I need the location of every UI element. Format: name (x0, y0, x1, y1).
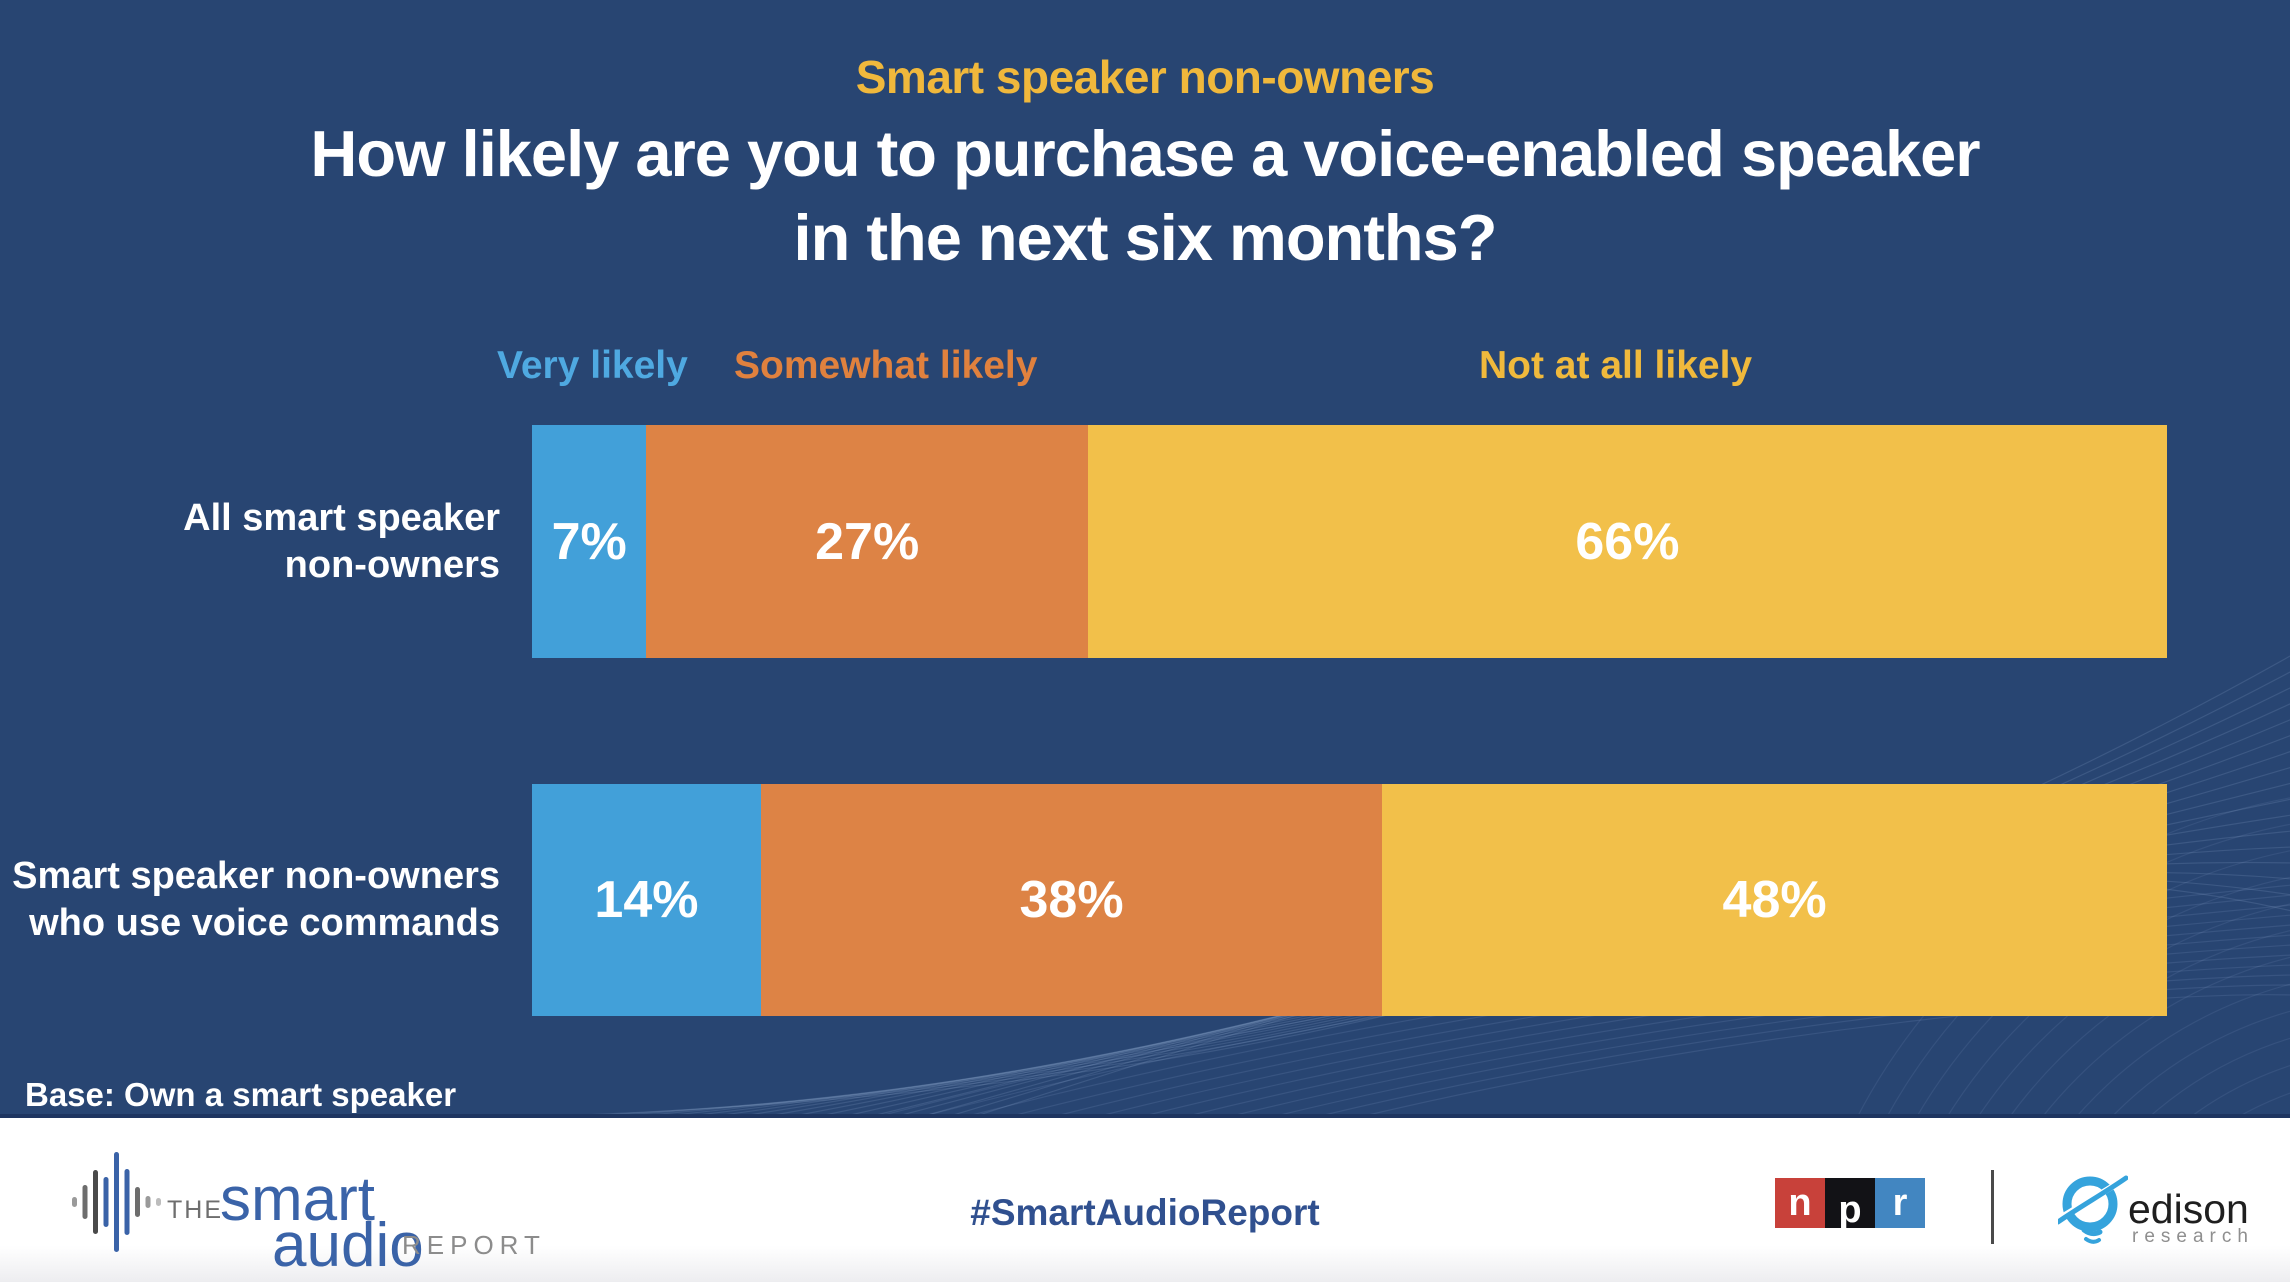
category-label-line: non-owners (284, 543, 500, 586)
category-label-line: who use voice commands (29, 902, 500, 944)
bar-row-voice-command-users: Smart speaker non-owners who use voice co… (0, 784, 2290, 1016)
bar-value-label: 48% (1722, 871, 1827, 929)
category-label: All smart speaker non-owners (0, 425, 500, 658)
edison-name: edison (2128, 1186, 2249, 1232)
logo-divider (1991, 1170, 1994, 1244)
chart-subtitle: Smart speaker non-owners (855, 51, 1435, 103)
bar-value-label: 14% (594, 871, 699, 929)
bar-value-label: 38% (1019, 871, 1124, 929)
category-label-line: All smart speaker (183, 496, 500, 539)
npr-letter-r: r (1875, 1178, 1925, 1228)
npr-letter-p: p (1825, 1178, 1875, 1229)
legend-item-somewhat-likely: Somewhat likely (734, 344, 1038, 387)
chart-title-line2: in the next six months? (793, 201, 1498, 274)
chart-title-line1: How likely are you to purchase a voice-e… (310, 117, 1980, 190)
bar-row-all-non-owners: All smart speaker non-owners 7% 27% 66% (0, 425, 2290, 658)
sound-wave-bars-icon (72, 1152, 161, 1252)
edison-tagline: research (2132, 1226, 2254, 1247)
brand-prefix: THE (167, 1196, 223, 1224)
bar-segment-not-at-all-likely: 66% (1087, 425, 2167, 658)
bar-segment-very-likely: 14% (532, 784, 761, 1016)
brand-word-audio: audio (272, 1211, 424, 1280)
bar-value-label: 66% (1575, 512, 1680, 571)
stacked-bar: 7% 27% 66% (532, 425, 2167, 658)
hashtag-text: #SmartAudioReport (970, 1192, 1320, 1233)
bar-segment-somewhat-likely: 27% (646, 425, 1088, 658)
npr-letter-n: n (1775, 1178, 1825, 1228)
chart-legend: Very likely Somewhat likely Not at all l… (0, 344, 2290, 392)
legend-item-not-at-all-likely: Not at all likely (1479, 344, 1753, 387)
brand-word-smart: smart (220, 1165, 375, 1234)
stacked-bar: 14% 38% 48% (532, 784, 2167, 1016)
edison-research-logo: edison research (2050, 1158, 2290, 1268)
bar-segment-not-at-all-likely: 48% (1382, 784, 2167, 1016)
legend-item-very-likely: Very likely (497, 344, 688, 387)
footer-bar: THE smart audio REPORT #SmartAudioReport… (0, 1118, 2290, 1282)
chart-title: How likely are you to purchase a voice-e… (0, 112, 2290, 280)
category-label-line: Smart speaker non-owners (12, 855, 500, 897)
bar-segment-very-likely: 7% (532, 425, 647, 658)
bar-value-label: 7% (551, 512, 627, 571)
base-note: Base: Own a smart speaker (25, 1076, 457, 1113)
bar-value-label: 27% (815, 512, 920, 571)
globe-orbit-icon (2058, 1175, 2128, 1244)
smart-audio-report-logo: THE smart audio REPORT (0, 1118, 560, 1282)
brand-suffix: REPORT (402, 1230, 546, 1260)
bar-segment-somewhat-likely: 38% (760, 784, 1383, 1016)
category-label: Smart speaker non-owners who use voice co… (0, 784, 500, 1016)
footer-divider-line (0, 1114, 2290, 1118)
